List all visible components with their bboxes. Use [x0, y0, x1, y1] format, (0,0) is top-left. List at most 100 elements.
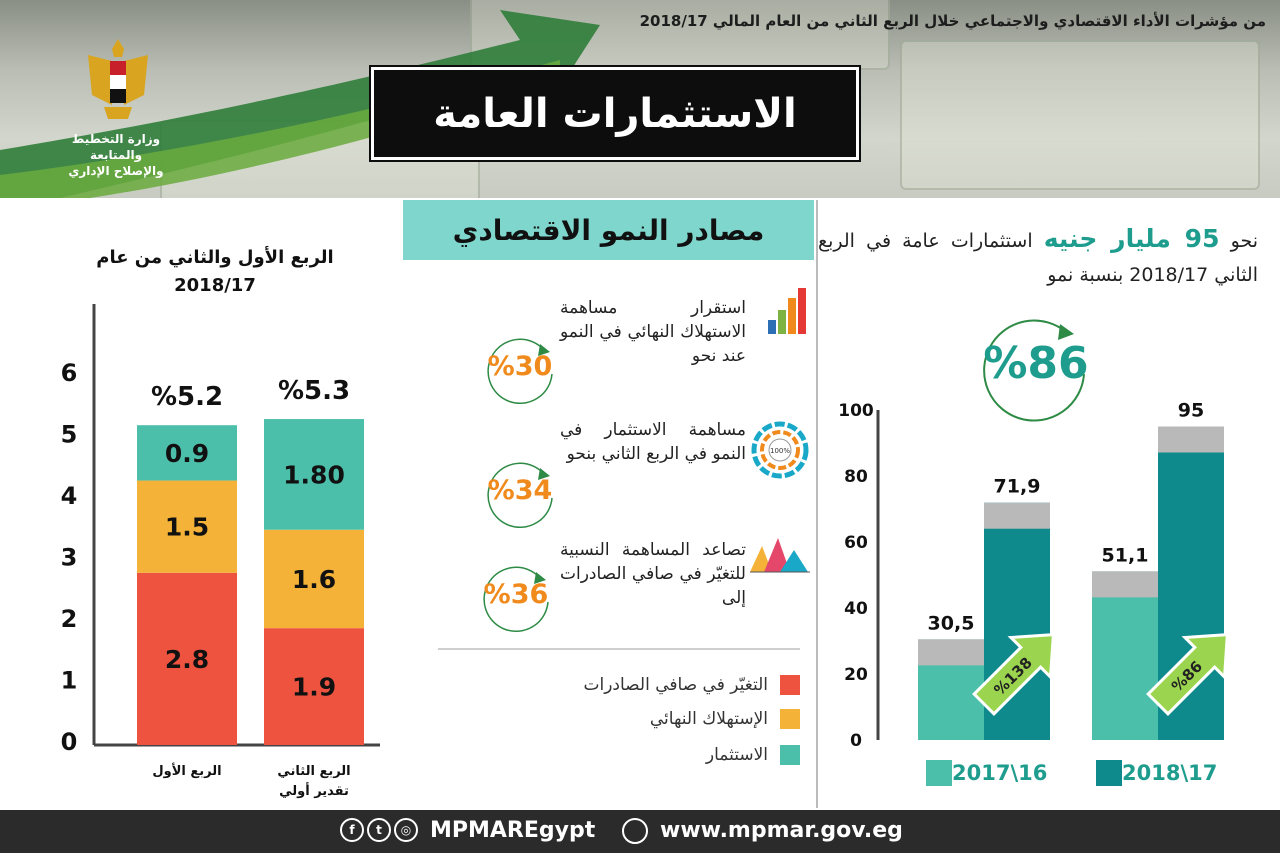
- legend-swatch: [780, 709, 800, 729]
- x-category-sublabel: تقدير أولي: [279, 782, 349, 799]
- globe-icon: [622, 818, 648, 844]
- y-tick-label: 0: [61, 728, 78, 756]
- y-tick-label: 60: [844, 533, 868, 553]
- headline-highlight: 95 مليار جنيه: [1043, 224, 1220, 253]
- legend-swatch: [926, 760, 952, 786]
- growth-arrow-shape: [1146, 633, 1229, 716]
- y-tick-label: 0: [850, 731, 862, 750]
- facebook-icon[interactable]: f: [340, 818, 364, 842]
- legend-label: 2018\17: [1122, 761, 1218, 785]
- divider-horizontal: [438, 648, 800, 650]
- green-growth-arrow: [0, 10, 600, 198]
- stack-segment: [264, 628, 364, 745]
- investment-value: %34: [487, 475, 553, 506]
- circular-arrow-icon: [983, 319, 1085, 422]
- egypt-eagle-emblem: [88, 39, 148, 119]
- bar-value-label: 30,5: [928, 612, 975, 634]
- stack-segment: [264, 529, 364, 629]
- segment-value-label: 0.9: [165, 439, 209, 468]
- legend-item-consumption: الإستهلاك النهائي: [650, 704, 800, 734]
- y-tick-label: 3: [61, 544, 78, 572]
- consumption-value: %30: [487, 351, 553, 382]
- circular-arrow-icon: [487, 338, 553, 405]
- legend-label: الاستثمار: [705, 745, 768, 765]
- left-title-line-2: 2018/17: [174, 275, 256, 296]
- banknote-bg: [900, 40, 1260, 190]
- headline-post: استثمارات عامة في الربع الثاني 2018/17 ب…: [818, 230, 1258, 286]
- legend-label: التغيّر في صافي الصادرات: [583, 675, 769, 695]
- bar-value-label: 71,9: [994, 476, 1041, 498]
- exports-value: %36: [483, 579, 549, 610]
- legend-label: الإستهلاك النهائي: [649, 709, 768, 729]
- ministry-line-1: وزارة التخطيط والمتابعة: [71, 132, 161, 162]
- exports-circle: %36: [478, 560, 554, 636]
- instagram-icon[interactable]: ◎: [394, 818, 418, 842]
- bar-cap: [918, 639, 984, 666]
- circular-arrow-icon: [483, 566, 549, 633]
- y-tick-label: 40: [844, 599, 868, 619]
- growth-value: %86: [983, 338, 1089, 389]
- bar-value-label: 95: [1178, 400, 1204, 422]
- twitter-icon[interactable]: t: [367, 818, 391, 842]
- legend-swatch: [780, 745, 800, 765]
- subtitle-indicators: من مؤشرات الأداء الاقتصادي والاجتماعي خل…: [639, 12, 1266, 30]
- circular-arrow-icon: [487, 462, 553, 529]
- legend-item-2017-16: 2017\16: [918, 760, 1047, 786]
- segment-value-label: 1.9: [292, 673, 336, 702]
- website-link[interactable]: www.mpmar.gov.eg: [660, 818, 903, 843]
- stack-segment: [137, 425, 237, 481]
- legend-swatch: [1096, 760, 1122, 786]
- bar: [1092, 571, 1158, 740]
- growth-circle: %86: [966, 314, 1106, 424]
- segment-value-label: 2.8: [165, 645, 209, 674]
- y-tick-label: 6: [61, 359, 78, 387]
- x-category-label: الربع الثاني: [277, 764, 350, 779]
- right-legend: 2017\16 2018\17: [918, 760, 1238, 790]
- growth-sources-title-box: مصادر النمو الاقتصادي: [403, 200, 814, 260]
- social-handle[interactable]: MPMAREgypt: [430, 818, 596, 843]
- segment-value-label: 1.80: [283, 460, 345, 489]
- ministry-name: وزارة التخطيط والمتابعة والإصلاح الإداري: [46, 131, 186, 179]
- stack-segment: [264, 419, 364, 530]
- legend-item-2018-17: 2018\17: [1088, 760, 1217, 786]
- growth-sources-stacked-chart: 0 1 2 3 4 5 6 1.9 1.6 1.80 %5.3 الربع الثاني تقدير أ…: [61, 304, 380, 799]
- divider-vertical: [816, 200, 818, 808]
- growth-sources-title: مصادر النمو الاقتصادي: [452, 213, 765, 247]
- legend-item-net-exports: التغيّر في صافي الصادرات: [583, 670, 800, 700]
- investment-headline: نحو 95 مليار جنيه استثمارات عامة في الرب…: [818, 222, 1258, 292]
- bar-value-label: 51,1: [1102, 544, 1149, 566]
- y-tick-label: 4: [61, 482, 78, 510]
- left-chart-title: الربع الأول والثاني من عام 2018/17: [40, 244, 390, 300]
- footer-bar: f t ◎ MPMAREgypt www.mpmar.gov.eg: [0, 810, 1280, 853]
- stack-total-label: %5.2: [151, 382, 223, 412]
- legend-swatch: [780, 675, 800, 695]
- legend-label: 2017\16: [952, 761, 1048, 785]
- investment-contribution-text: مساهمة الاستثمار في النمو في الربع الثان…: [560, 420, 746, 464]
- area-chart-icon: [750, 538, 810, 573]
- segment-value-label: 1.5: [165, 513, 209, 542]
- stack-segment: [137, 480, 237, 573]
- ministry-line-2: والإصلاح الإداري: [68, 164, 164, 178]
- left-title-line-1: الربع الأول والثاني من عام: [96, 247, 334, 268]
- stack-total-label: %5.3: [278, 376, 350, 406]
- bar-cap: [1092, 571, 1158, 598]
- stack-segment: [137, 572, 237, 745]
- y-tick-label: 1: [61, 667, 78, 695]
- svg-text:100%: 100%: [770, 447, 790, 455]
- y-tick-label: 20: [844, 665, 868, 685]
- segment-value-label: 1.6: [292, 565, 336, 594]
- growth-arrow-shape: [972, 633, 1055, 716]
- y-tick-label: 2: [61, 605, 78, 633]
- main-title-box: الاستثمارات العامة: [369, 65, 861, 162]
- consumption-contribution-text: استقرار مساهمة الاستهلاك النهائي في النم…: [560, 298, 746, 366]
- legend-item-investment: الاستثمار: [706, 740, 800, 770]
- consumption-circle: %30: [482, 332, 558, 408]
- y-tick-label: 100: [838, 401, 874, 421]
- bar-chart-icon: [768, 288, 806, 334]
- radial-gauge-icon: 100%: [751, 421, 809, 479]
- investment-circle: %34: [482, 456, 558, 532]
- x-category-label: الربع الأول: [152, 762, 221, 779]
- social-icons: f t ◎: [340, 818, 418, 842]
- y-tick-label: 80: [844, 467, 868, 487]
